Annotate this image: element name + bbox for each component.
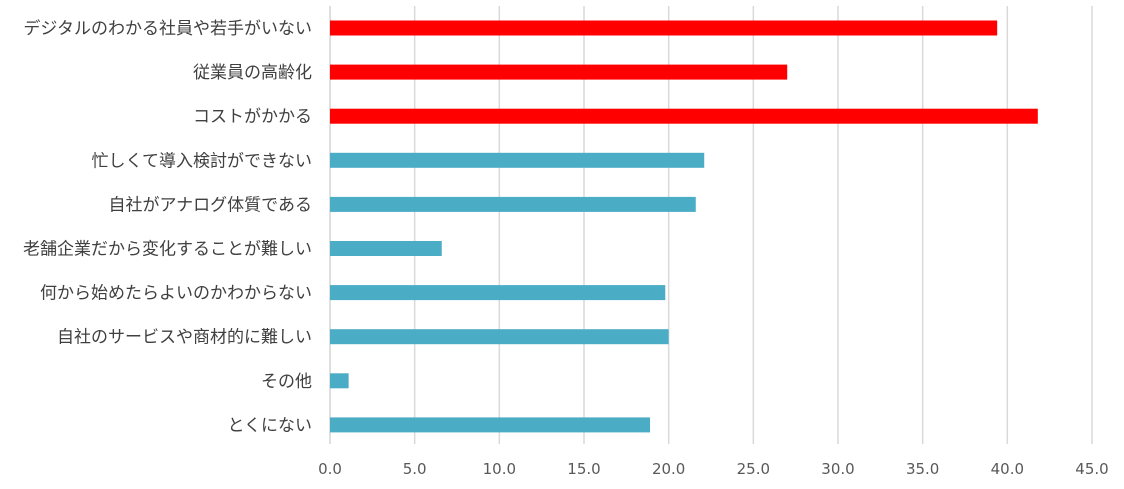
- bars: [330, 20, 1038, 433]
- bar: [330, 196, 696, 212]
- bar: [330, 373, 349, 389]
- x-tick-label: 10.0: [483, 460, 516, 478]
- category-label: 従業員の高齢化: [193, 63, 312, 83]
- bar: [330, 417, 651, 433]
- x-tick-label: 40.0: [991, 460, 1024, 478]
- bar: [330, 20, 998, 36]
- x-tick-label: 5.0: [403, 460, 427, 478]
- x-tick-label: 30.0: [821, 460, 854, 478]
- x-tick-label: 25.0: [737, 460, 770, 478]
- x-tick-labels: 0.0 5.0 10.0 15.0 20.0 25.0 30.0 35.0 40.0 45.0: [318, 460, 1109, 478]
- bar: [330, 152, 705, 168]
- bar: [330, 285, 666, 301]
- category-label: その他: [261, 372, 312, 392]
- category-label: とくにない: [228, 416, 313, 436]
- x-tick-label: 35.0: [906, 460, 939, 478]
- bar: [330, 329, 669, 345]
- bar: [330, 64, 788, 80]
- category-label: 老舗企業だから変化することが難しい: [23, 240, 312, 260]
- x-tick-label: 20.0: [652, 460, 685, 478]
- category-label: コストがかかる: [193, 107, 312, 127]
- bar: [330, 108, 1038, 124]
- x-tick-label: 15.0: [567, 460, 600, 478]
- category-label: 忙しくて導入検討ができない: [92, 151, 313, 171]
- category-label: 自社がアナログ体質である: [109, 195, 313, 215]
- category-label: 何から始めたらよいのかわからない: [40, 284, 312, 304]
- category-labels: デジタルのわかる社員や若手がいない従業員の高齢化コストがかかる忙しくて導入検討が…: [23, 18, 312, 436]
- x-tick-label: 0.0: [318, 460, 342, 478]
- x-tick-label: 45.0: [1075, 460, 1108, 478]
- category-label: 自社のサービスや商材的に難しい: [57, 328, 312, 348]
- category-label: デジタルのわかる社員や若手がいない: [23, 18, 312, 39]
- bar: [330, 241, 442, 256]
